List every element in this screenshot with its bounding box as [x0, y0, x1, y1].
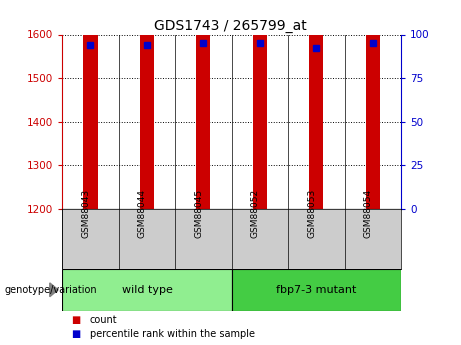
Text: genotype/variation: genotype/variation [5, 285, 97, 295]
Text: GSM88054: GSM88054 [364, 189, 373, 238]
Text: ■: ■ [71, 315, 81, 325]
Text: ■: ■ [71, 329, 81, 339]
Bar [196, 0, 211, 209]
Text: count: count [90, 315, 118, 325]
Text: GSM88053: GSM88053 [307, 189, 316, 238]
Text: wild type: wild type [122, 285, 172, 295]
FancyArrow shape [50, 283, 58, 297]
Bar [253, 0, 267, 209]
Bar [140, 0, 154, 209]
Bar [309, 0, 324, 209]
Bar [231, 269, 401, 310]
Bar [366, 0, 380, 209]
Text: GSM88045: GSM88045 [195, 189, 203, 238]
Text: GSM88043: GSM88043 [82, 189, 90, 238]
Text: fbp7-3 mutant: fbp7-3 mutant [276, 285, 356, 295]
Text: percentile rank within the sample: percentile rank within the sample [90, 329, 255, 339]
Bar [83, 0, 98, 209]
Text: GDS1743 / 265799_at: GDS1743 / 265799_at [154, 19, 307, 33]
Text: GSM88052: GSM88052 [251, 189, 260, 238]
Bar [62, 269, 231, 310]
Text: GSM88044: GSM88044 [138, 189, 147, 238]
